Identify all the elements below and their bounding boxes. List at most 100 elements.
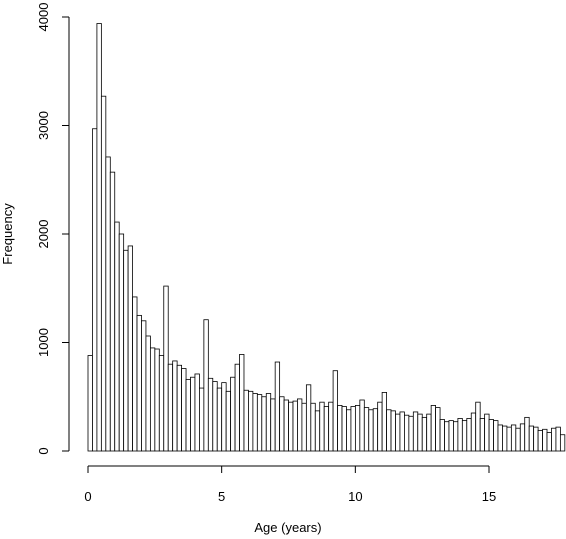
histogram-bar <box>310 402 316 452</box>
histogram-bar <box>261 396 267 452</box>
histogram-bar <box>537 429 543 452</box>
histogram-bar <box>109 171 116 452</box>
histogram-bar <box>470 412 477 452</box>
histogram-bar <box>372 408 379 452</box>
histogram-bar <box>230 376 236 452</box>
histogram-bar <box>439 419 445 452</box>
histogram-bar <box>225 390 232 452</box>
histogram-bar <box>127 245 133 452</box>
histogram-bar <box>386 409 392 452</box>
histogram-bar <box>346 409 352 452</box>
histogram-bar <box>105 156 111 452</box>
histogram-bar <box>221 382 227 452</box>
histogram-bar <box>292 400 298 452</box>
x-axis-ticks: 0 5 10 15 <box>84 466 496 504</box>
histogram-bar <box>475 401 481 452</box>
histogram-bar <box>461 420 468 452</box>
histogram-bar <box>528 425 535 452</box>
histogram-bar <box>288 401 294 452</box>
histogram-bar <box>404 414 410 452</box>
histogram-bar <box>408 415 414 452</box>
histogram-bar <box>363 407 370 452</box>
histogram-bar <box>524 416 530 452</box>
histogram-bar <box>395 413 401 452</box>
histogram-bar <box>154 348 160 452</box>
histogram-bar <box>381 392 387 452</box>
histogram-bar <box>546 432 552 452</box>
x-tick-label: 15 <box>482 489 496 504</box>
histogram-bar <box>123 249 129 452</box>
histogram-bar <box>488 419 494 452</box>
histogram-bar <box>350 406 356 452</box>
y-axis-title: Frequency <box>0 203 15 265</box>
y-axis-ticks: 0 1000 2000 3000 4000 <box>36 3 69 455</box>
histogram-bar <box>92 128 98 452</box>
y-tick-label: 1000 <box>36 328 51 357</box>
histogram-bar <box>283 399 289 452</box>
histogram-bar <box>354 405 361 452</box>
histogram-bar <box>87 355 93 452</box>
y-tick-label: 0 <box>36 447 51 454</box>
histogram-bar <box>332 370 338 452</box>
histogram-bar <box>328 401 334 452</box>
histogram-bar <box>181 368 187 452</box>
histogram-bar <box>190 376 196 452</box>
histogram-bar <box>457 418 463 452</box>
histogram-bar <box>279 396 285 452</box>
histogram-bar <box>136 314 142 452</box>
histogram-bar <box>453 421 459 452</box>
histogram-bar <box>533 426 539 452</box>
histogram-bar <box>479 418 486 452</box>
histogram-bar <box>207 377 214 452</box>
histogram-bar <box>158 355 165 452</box>
x-tick-label: 0 <box>84 489 91 504</box>
histogram-bar <box>551 427 557 452</box>
histogram-bar <box>149 347 156 452</box>
histogram-bar <box>265 393 272 452</box>
histogram-bar <box>319 401 325 452</box>
histogram-bar <box>172 360 178 452</box>
histogram-bar <box>301 402 307 452</box>
histogram-bar <box>176 364 182 452</box>
histogram-bar <box>256 394 263 452</box>
histogram-bar <box>216 387 223 452</box>
histogram-bar <box>243 389 249 452</box>
y-tick-label: 3000 <box>36 111 51 140</box>
y-tick-label: 2000 <box>36 220 51 249</box>
histogram-bar <box>323 406 330 452</box>
histogram-bar <box>212 381 218 452</box>
x-tick-label: 5 <box>218 489 225 504</box>
histogram-bar <box>199 387 205 452</box>
histogram-bar <box>270 398 276 452</box>
histogram-bar <box>484 413 490 452</box>
histogram-bar <box>305 384 312 452</box>
histogram-bar <box>448 420 454 452</box>
histogram-bar <box>466 418 472 452</box>
histogram-bar <box>510 424 517 452</box>
histogram-bar <box>555 426 561 452</box>
histogram-bar <box>377 401 383 452</box>
histogram-bar <box>100 95 107 452</box>
histogram-bar <box>493 420 499 452</box>
histogram-bars <box>87 23 566 452</box>
histogram-bar <box>426 413 432 452</box>
histogram-bar <box>515 427 521 452</box>
histogram-bar <box>141 320 147 452</box>
histogram-bar <box>96 23 102 452</box>
histogram-bar <box>132 296 138 452</box>
histogram-bar <box>506 426 512 452</box>
histogram-bar <box>359 399 365 452</box>
histogram-bar <box>497 424 503 452</box>
histogram-bar <box>399 411 405 452</box>
histogram-bar <box>542 428 548 452</box>
histogram-bar <box>185 378 191 452</box>
histogram-bar <box>118 233 125 452</box>
histogram-bar <box>341 406 347 452</box>
histogram-bar <box>430 405 437 452</box>
histogram-bar <box>435 407 441 452</box>
histogram-bar <box>444 421 450 452</box>
histogram-bar <box>234 363 240 452</box>
histogram-bar <box>559 434 566 452</box>
histogram-bar <box>239 354 245 452</box>
